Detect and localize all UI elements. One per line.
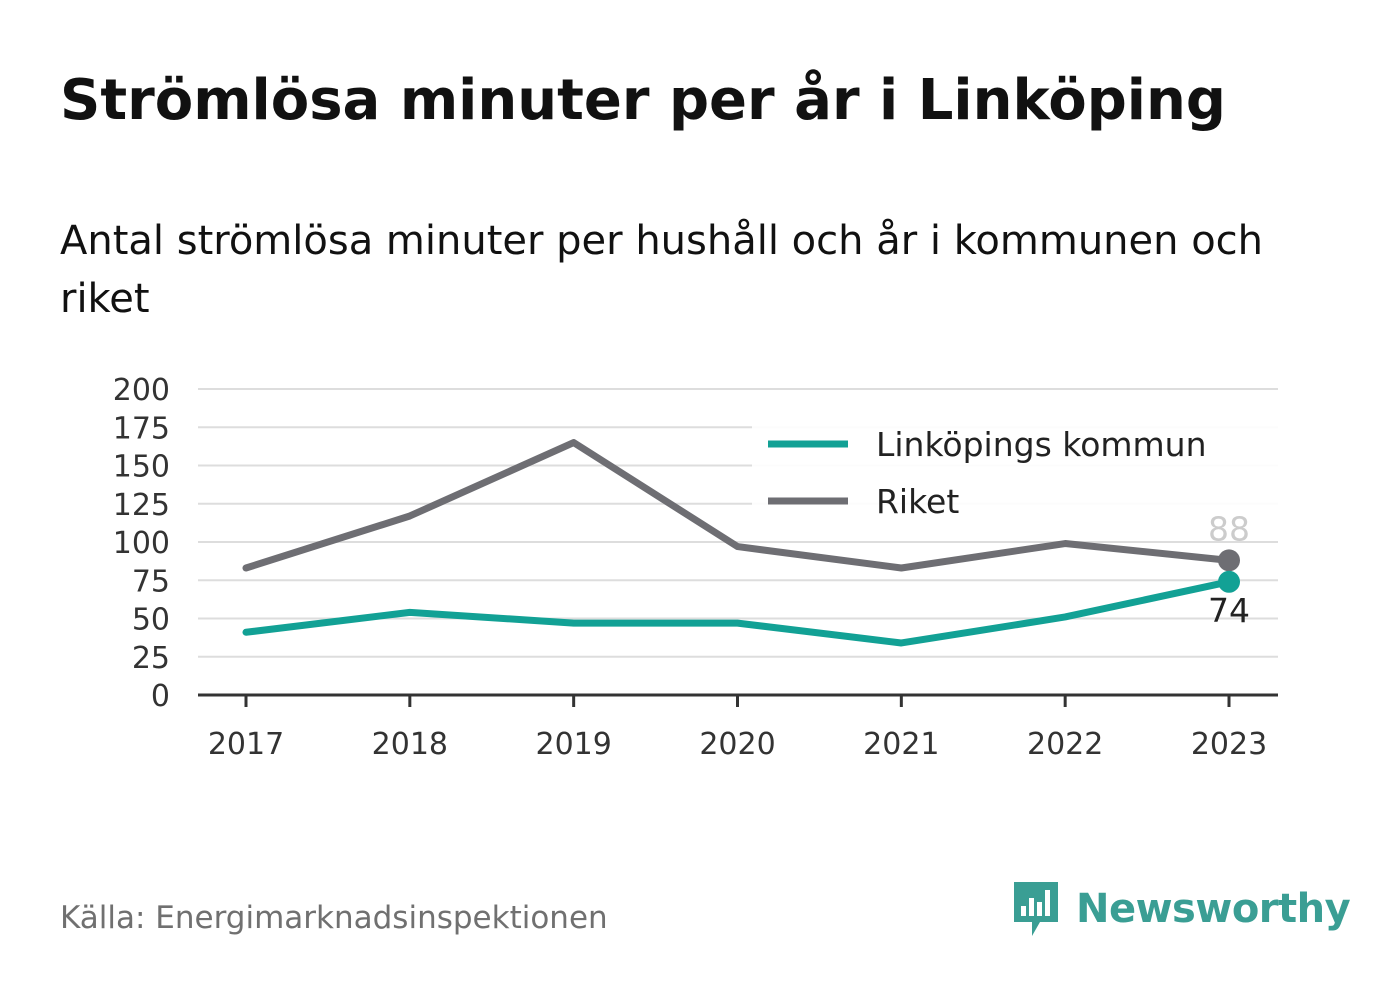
source-note: Källa: Energimarknadsinspektionen (60, 900, 608, 936)
x-tick-label: 2017 (208, 727, 284, 762)
legend-box (752, 421, 1278, 525)
legend-label: Riket (876, 482, 959, 521)
y-tick-label: 200 (113, 373, 170, 408)
y-tick-label: 0 (151, 679, 170, 714)
y-tick-label: 50 (132, 603, 170, 638)
y-tick-label: 100 (113, 526, 170, 561)
series-line (242, 578, 1233, 647)
x-tick-label: 2019 (535, 727, 611, 762)
y-tick-label: 75 (132, 564, 170, 599)
x-tick-label: 2021 (863, 727, 939, 762)
series-line (242, 439, 1233, 572)
newsworthy-logo-icon (1014, 882, 1058, 936)
y-tick-label: 150 (113, 450, 170, 485)
chart-title: Strömlösa minuter per år i Linköping (60, 68, 1226, 133)
end-value-label: 74 (1208, 591, 1250, 630)
chart-subtitle: Antal strömlösa minuter per hushåll och … (60, 218, 1264, 322)
x-tick-label: 2018 (372, 727, 448, 762)
x-tick-label: 2023 (1191, 727, 1267, 762)
brand-logo: Newsworthy (1010, 880, 1351, 938)
x-tick-label: 2020 (699, 727, 775, 762)
series-end-point (1218, 549, 1240, 572)
y-tick-label: 125 (113, 488, 170, 523)
y-tick-label: 25 (132, 641, 170, 676)
y-tick-label: 175 (113, 411, 170, 446)
end-value-label: 88 (1208, 509, 1250, 548)
x-tick-label: 2022 (1027, 727, 1103, 762)
brand-name: Newsworthy (1076, 886, 1351, 932)
legend-label: Linköpings kommun (876, 425, 1207, 464)
series-end-point (1218, 570, 1240, 593)
